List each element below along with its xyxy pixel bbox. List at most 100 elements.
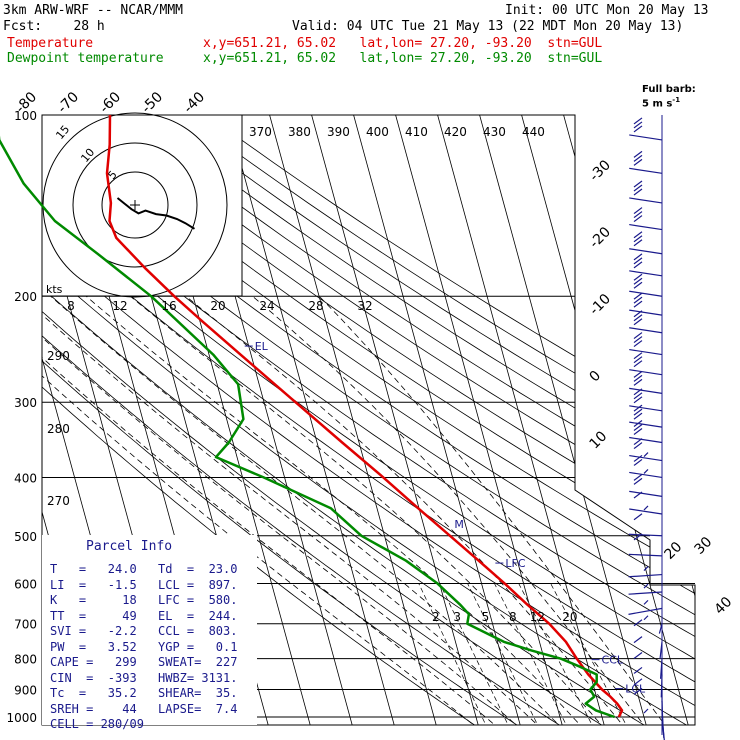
wind-barb-staff [629, 309, 663, 316]
wind-barb-flag [633, 513, 643, 521]
wind-barb [629, 370, 663, 394]
moist-adiabat [130, 295, 606, 725]
wind-barb [633, 619, 663, 659]
wind-barb-staff [661, 716, 665, 740]
isotherm-line [261, 115, 438, 725]
isotherm-label: 20 [662, 539, 686, 563]
wind-barb-staff [629, 223, 663, 231]
wind-barb-flag [633, 300, 643, 308]
dry-adiabat [163, 115, 695, 725]
valid-time: Valid: 04 UTC Tue 21 May 13 (22 MDT Mon … [292, 19, 684, 34]
wind-barb-flag [633, 666, 643, 674]
wind-barb-staff [629, 471, 663, 479]
dry-adiabat [98, 115, 695, 725]
hodograph-ring [101, 171, 169, 239]
wind-barb-staff [629, 167, 663, 174]
wind-barb-flag [633, 360, 643, 368]
wind-barb-flag [633, 336, 643, 344]
wind-barb [629, 292, 663, 316]
wind-barb [629, 473, 663, 497]
parcel-row-left: LI = -1.5 [50, 577, 137, 592]
parcel-row-right: SWEAT= 227 [158, 655, 238, 669]
dewpoint-legend: Dewpoint temperature [7, 51, 164, 66]
init-time: Init: 00 UTC Mon 20 May 13 [505, 3, 709, 18]
speed-axis-label: 28 [308, 299, 323, 313]
wind-barb-half [643, 583, 649, 589]
wind-barb-flag [633, 239, 643, 247]
wind-barb-staff [629, 490, 663, 497]
parcel-row: Tc = 35.2 SHEAR= 35. [50, 686, 237, 702]
dry-adiabat [42, 115, 695, 725]
wind-barb [629, 117, 663, 141]
parcel-row-right: LAPSE= 7.4 [158, 701, 238, 716]
wind-barb-flag [633, 296, 643, 304]
wind-barb-half [643, 615, 649, 621]
wind-barb-flag [633, 125, 643, 133]
moist-adiabat [50, 295, 564, 725]
wind-barb-flag [633, 261, 643, 269]
theta-label: 430 [483, 125, 506, 139]
dry-adiabat [76, 115, 695, 725]
isotherm-label: -10 [587, 291, 614, 318]
parcel-row-right: YGP = 0.1 [158, 639, 238, 654]
wind-barb [629, 310, 663, 334]
parcel-row-left: Tc = 35.2 [50, 686, 137, 700]
wind-barb [629, 253, 663, 277]
parcel-row-left: CIN = -393 [50, 670, 137, 685]
isotherm-label: 30 [692, 534, 716, 558]
parcel-row: PW = 3.52 YGP = 0.1 [50, 640, 237, 656]
wind-barb [629, 491, 663, 515]
speed-axis-label: 32 [357, 299, 372, 313]
dry-adiabat [42, 115, 482, 725]
wind-barb-staff [629, 454, 663, 462]
theta-label: 390 [327, 125, 350, 139]
isotherm-label: 40 [712, 594, 736, 618]
parcel-row-right: LFC = 580. [158, 593, 238, 607]
wind-barb-flag [633, 281, 643, 289]
level-mark-ccl: CCL [602, 654, 624, 667]
wind-barb-staff [628, 533, 663, 537]
wind-barb-flag [633, 424, 643, 432]
mixing-ratio-label: 5 [482, 610, 490, 624]
mixing-ratio-line [494, 583, 570, 725]
pressure-label-300: 300 [14, 396, 37, 410]
moist-adiabat [42, 295, 543, 725]
wind-barb-half [643, 469, 649, 474]
wind-barb-flag [633, 231, 643, 239]
wind-barb-flag [633, 420, 643, 428]
parcel-row-right: HWBZ= 3131. [158, 670, 238, 685]
parcel-row: TT = 49 EL = 244. [50, 609, 237, 625]
dewpoint-profile [0, 135, 616, 719]
wind-barb-staff [660, 674, 663, 698]
mixing-ratio-line [439, 583, 511, 725]
dry-adiabat [54, 115, 695, 725]
pressure-label-400: 400 [14, 471, 37, 485]
model-title: 3km ARW-WRF -- NCAR/MMM [3, 3, 184, 18]
pressure-label-200: 200 [14, 290, 37, 304]
parcel-row-left: SREH = 44 [50, 701, 137, 716]
wind-barb [633, 636, 663, 679]
wind-barb [629, 332, 663, 356]
wind-barb-flag [633, 332, 643, 340]
pressure-label-1000: 1000 [6, 711, 37, 725]
speed-axis-label: 16 [161, 299, 176, 313]
wind-barb-flag [633, 533, 643, 541]
parcel-row-left: PW = 3.52 [50, 639, 137, 654]
theta-label: 370 [249, 125, 272, 139]
wind-barb-flag [633, 428, 643, 436]
wind-barb-flag [633, 477, 643, 485]
dry-adiabat [119, 115, 695, 725]
wind-barb [643, 615, 663, 634]
mixing-ratio-line [418, 583, 489, 725]
parcel-row-right: EL = 244. [158, 608, 238, 623]
wind-barb-flag [633, 314, 643, 322]
pressure-label-100: 100 [14, 109, 37, 123]
parcel-info-panel: Parcel Info T = 24.0 Td = 23.0 LI = -1.5 LC… [42, 535, 257, 731]
level-mark-lfc: LFC [505, 557, 525, 570]
wind-barb-staff [628, 573, 663, 578]
parcel-row: T = 24.0 Td = 23.0 [50, 562, 237, 578]
dewpoint-location: x,y=651.21, 65.02 lat,lon= 27.20, -93.20… [203, 51, 603, 66]
wind-barb-flag [633, 404, 643, 412]
wind-barb-staff [629, 290, 663, 297]
wind-barb [629, 273, 663, 297]
